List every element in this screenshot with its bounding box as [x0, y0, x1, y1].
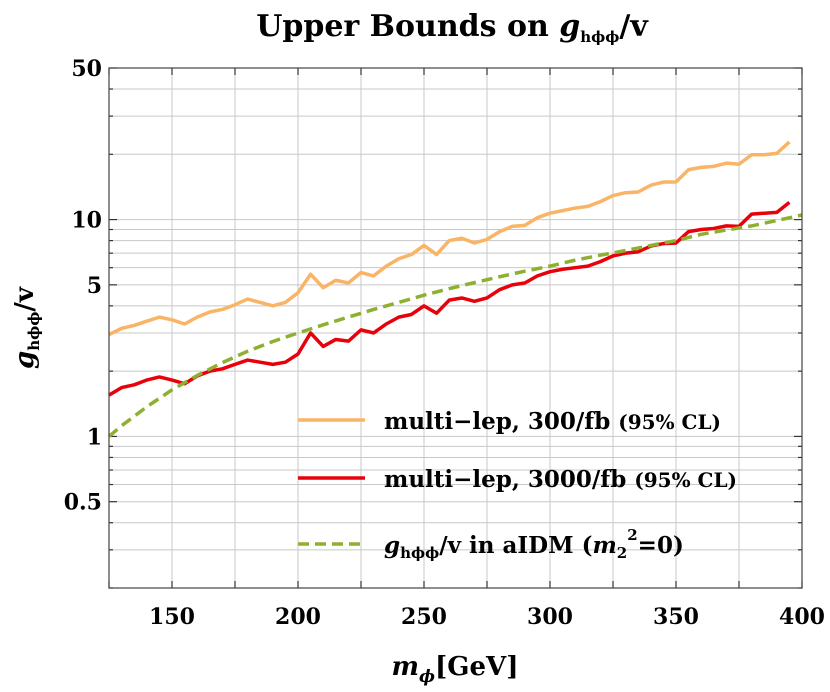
y-axis-label-tail: /v [10, 286, 40, 311]
x-axis-label-unit: [GeV] [435, 652, 519, 682]
y-axis-label-var: g [10, 351, 40, 369]
y-tick-label: 0.5 [64, 490, 102, 516]
x-axis-label: mϕ[GeV] [391, 652, 518, 687]
legend-label-aidm-text: /v in aIDM ( [439, 532, 592, 559]
y-axis-label-sub: hϕϕ [25, 312, 43, 351]
x-tick-label: 250 [401, 604, 447, 630]
x-tick-label: 150 [149, 604, 195, 630]
legend-label-300fb-text: multi−lep, 300/fb [384, 408, 618, 435]
legend-label-aidm: ghϕϕ/v in aIDM (m22=0) [384, 526, 684, 562]
legend-label-3000fb-text: multi−lep, 3000/fb [384, 466, 634, 493]
chart-title-tail: /v [619, 9, 649, 44]
legend-label-3000fb: multi−lep, 3000/fb (95% CL) [384, 466, 737, 493]
legend-label-aidm-sub: hϕϕ [400, 544, 439, 562]
x-axis-label-sub: ϕ [419, 667, 435, 687]
legend-label-aidm-var: g [384, 532, 400, 559]
grid-layer [108, 67, 803, 589]
y-tick-label: 1 [87, 424, 102, 450]
series-line-1 [108, 201, 791, 397]
series-line-0 [108, 140, 791, 337]
legend-label-aidm-sup2: 2 [627, 526, 637, 544]
x-tick-label: 350 [653, 604, 699, 630]
chart-title-sub: hϕϕ [580, 28, 619, 46]
y-axis-label: ghϕϕ/v [10, 286, 43, 369]
legend-label-aidm-tail: =0) [638, 532, 684, 559]
tick-layer: 150 200 250 300 350 400 0.5 1 5 10 50 [64, 56, 825, 630]
series-line-2 [107, 213, 803, 438]
series-layer [107, 140, 803, 438]
y-tick-label: 5 [87, 273, 102, 299]
legend: multi−lep, 300/fb (95% CL) multi−lep, 30… [298, 408, 737, 562]
chart-title: Upper Bounds on ghϕϕ/v [256, 9, 649, 46]
chart-title-var: g [559, 9, 580, 44]
y-tick-label: 10 [71, 208, 102, 234]
legend-label-aidm-sub2: 2 [617, 544, 627, 562]
x-tick-label: 300 [527, 604, 573, 630]
x-axis-label-var: m [391, 652, 419, 682]
legend-label-3000fb-small: (95% CL) [634, 468, 737, 492]
legend-label-300fb-small: (95% CL) [618, 410, 721, 434]
chart-title-main: Upper Bounds on [256, 9, 559, 44]
legend-label-aidm-var2: m [592, 532, 616, 559]
legend-label-300fb: multi−lep, 300/fb (95% CL) [384, 408, 721, 435]
y-tick-label: 50 [71, 56, 102, 82]
x-tick-label: 400 [779, 604, 825, 630]
x-tick-label: 200 [275, 604, 321, 630]
plot-frame [108, 67, 803, 589]
